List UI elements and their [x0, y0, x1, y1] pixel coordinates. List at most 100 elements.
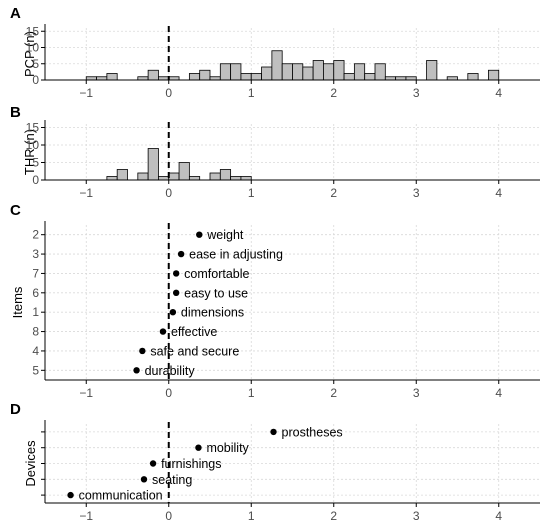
data-point: [169, 308, 177, 316]
panel-letter: B: [10, 104, 21, 121]
x-tick-label: 2: [330, 386, 337, 400]
y-axis-label: Items: [10, 286, 25, 318]
x-tick-label: 1: [248, 386, 255, 400]
data-point: [149, 460, 157, 467]
y-tick-label: 5: [32, 156, 39, 170]
x-tick-label: 3: [413, 186, 420, 200]
histogram-bar: [209, 172, 221, 181]
y-tick-label: 7: [32, 266, 39, 280]
point-label: effective: [171, 325, 217, 339]
x-tick-label: 2: [330, 186, 337, 200]
x-tick-label: −1: [79, 386, 93, 400]
histogram-bar: [137, 172, 149, 181]
y-tick-label: 10: [26, 138, 40, 152]
y-tick-label: 10: [26, 41, 40, 55]
x-tick-label: −1: [79, 86, 93, 100]
panel-d-devices-scatter: D Devices prostheses mobility furnishings sea…: [10, 401, 540, 523]
histogram-bar: [188, 176, 201, 181]
point-label: weight: [206, 228, 244, 242]
histogram-bar: [292, 63, 304, 81]
histogram-bar: [168, 172, 180, 181]
point-label: seating: [152, 473, 192, 487]
data-point: [177, 250, 185, 258]
y-tick-label: 3: [32, 247, 39, 261]
histogram-bar: [488, 69, 500, 81]
histogram-bar: [374, 63, 386, 81]
histogram-bar: [426, 60, 438, 81]
histogram-bar: [281, 63, 293, 81]
point-label: communication: [79, 489, 163, 503]
histogram-bar: [271, 50, 283, 81]
histogram-bar: [230, 63, 242, 81]
histogram-bar: [250, 73, 262, 81]
histogram-bar: [106, 176, 118, 181]
histogram-bar: [158, 176, 170, 181]
histogram-bar: [147, 148, 159, 181]
point-label: safe and secure: [150, 344, 239, 358]
x-tick-label: 0: [165, 509, 172, 523]
y-tick-label: 1: [32, 305, 39, 319]
y-axis-label: Devices: [23, 440, 38, 487]
panel-letter: A: [10, 5, 21, 22]
point-label: furnishings: [161, 457, 221, 471]
x-tick-label: 0: [165, 186, 172, 200]
x-tick-label: 3: [413, 509, 420, 523]
point-label: prostheses: [282, 425, 343, 439]
y-tick-label: 4: [32, 344, 39, 358]
point-label: ease in adjusting: [189, 248, 283, 262]
histogram-bar: [261, 66, 273, 81]
point-label: durability: [145, 364, 196, 378]
y-tick-label: 0: [32, 173, 39, 187]
point-label: easy to use: [184, 286, 248, 300]
histogram-bar: [323, 63, 335, 81]
data-point: [133, 367, 140, 374]
x-tick-label: 1: [248, 86, 255, 100]
histogram-bar: [178, 162, 190, 181]
x-tick-label: 2: [330, 509, 337, 523]
y-axis-label: PCP (n): [22, 31, 37, 77]
x-tick-label: 2: [330, 86, 337, 100]
x-tick-label: 1: [248, 186, 255, 200]
histogram-bar: [188, 73, 201, 81]
x-tick-label: 0: [165, 86, 172, 100]
histogram-bar: [116, 169, 128, 181]
x-tick-label: −1: [79, 509, 93, 523]
data-point: [196, 231, 203, 238]
y-tick-label: 2: [32, 228, 39, 242]
histogram-bar: [240, 176, 252, 181]
y-tick-label: 6: [32, 286, 39, 300]
y-tick-label: 8: [32, 325, 39, 339]
data-point: [172, 270, 180, 277]
histogram-bar: [364, 73, 376, 81]
y-axis-label: THR (n): [22, 129, 37, 175]
x-tick-label: 4: [495, 86, 502, 100]
x-tick-label: 3: [413, 86, 420, 100]
y-tick-label: 15: [26, 121, 40, 135]
panel-letter: C: [10, 202, 21, 219]
histogram-bar: [199, 69, 211, 81]
histogram-bar: [230, 176, 242, 181]
histogram-bar: [219, 169, 232, 181]
x-tick-label: 4: [495, 386, 502, 400]
y-tick-label: 5: [32, 57, 39, 71]
x-tick-label: 4: [495, 509, 502, 523]
data-point: [172, 289, 180, 297]
point-label: mobility: [206, 441, 249, 455]
x-tick-label: 3: [413, 386, 420, 400]
data-point: [139, 347, 146, 355]
histogram-bar: [302, 66, 314, 81]
y-tick-label: 15: [26, 24, 40, 38]
panel-c-items-scatter: C Items 2 3 7 6 1 8 4 5 weight ease in adjusting com…: [10, 202, 540, 400]
histogram-bar: [353, 63, 366, 81]
data-point: [195, 444, 202, 451]
x-tick-label: 1: [248, 509, 255, 523]
point-label: comfortable: [184, 267, 249, 281]
data-point: [67, 491, 74, 499]
point-label: dimensions: [181, 306, 244, 320]
x-tick-label: 4: [495, 186, 502, 200]
histogram-bar: [147, 69, 159, 81]
histogram-bar: [219, 63, 232, 81]
